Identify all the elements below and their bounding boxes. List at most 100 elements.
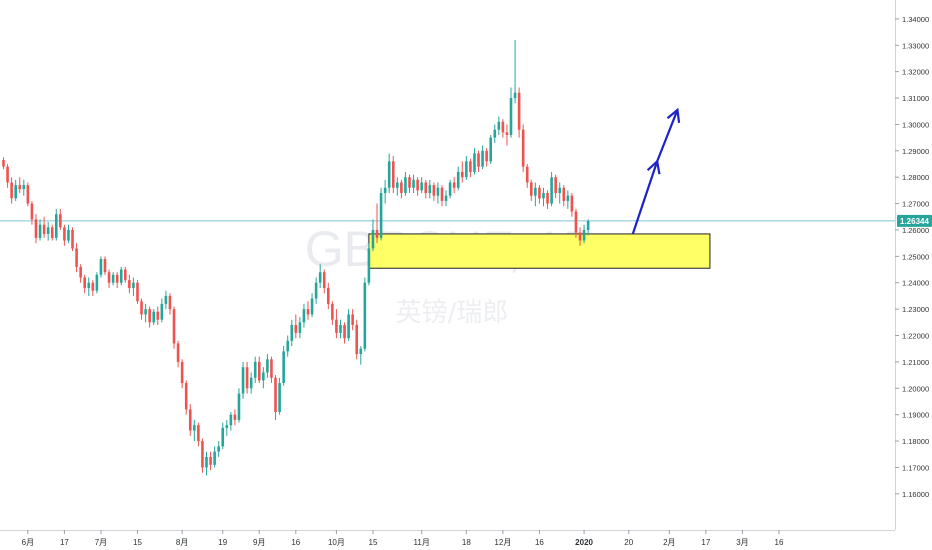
x-tick-label: 9月 <box>253 538 265 547</box>
candle-body <box>335 319 338 333</box>
candle <box>428 179 432 199</box>
candle-body <box>371 229 375 249</box>
y-tick-label: 1.25000 <box>902 252 929 261</box>
candle <box>99 256 103 278</box>
candle-body <box>505 132 509 135</box>
candle-body <box>517 92 521 130</box>
candle-body <box>424 182 428 194</box>
candle <box>444 190 448 207</box>
candle <box>481 145 484 170</box>
candle <box>18 177 22 194</box>
projection-arrow-head-end <box>666 107 681 123</box>
candle-body <box>213 451 216 465</box>
candle-body <box>54 214 58 238</box>
current-price-tag-label: 1.26344 <box>900 217 929 226</box>
candle-body <box>489 137 492 162</box>
candle <box>164 290 168 310</box>
candle <box>505 124 509 146</box>
candle <box>262 367 265 389</box>
candle-body <box>290 324 294 341</box>
candle-body <box>322 272 326 289</box>
candle-body <box>408 177 411 188</box>
candle <box>347 309 350 341</box>
y-tick-label: 1.22000 <box>902 332 929 341</box>
candle <box>225 419 229 436</box>
candle-body <box>493 129 497 138</box>
candle <box>298 317 302 339</box>
candle-body <box>111 274 115 283</box>
candle-body <box>197 425 200 442</box>
price-axis[interactable]: 1.34000 1.33000 1.32000 1.31000 1.30000 1.290… <box>895 15 929 499</box>
y-tick-label: 1.27000 <box>902 200 929 209</box>
candle-body <box>534 187 537 196</box>
candle-body <box>160 303 164 320</box>
candle-body <box>477 153 480 167</box>
candle <box>188 404 192 436</box>
y-tick-label: 1.33000 <box>902 41 929 50</box>
candle <box>558 182 562 204</box>
candle <box>128 274 131 294</box>
candle-body <box>525 166 529 183</box>
candle <box>22 179 26 196</box>
candle-body <box>209 456 212 465</box>
x-tick-label: 3月 <box>736 538 748 547</box>
candle-body <box>107 272 111 283</box>
candle <box>408 174 411 194</box>
candle-body <box>562 187 566 201</box>
candle <box>310 293 314 318</box>
candle-body <box>152 311 156 323</box>
candle <box>266 353 269 378</box>
candle-body <box>347 314 350 339</box>
candle <box>67 224 70 244</box>
candle <box>270 356 273 384</box>
candle-body <box>233 414 237 420</box>
x-tick-label: 2020 <box>575 538 593 547</box>
candle-body <box>128 280 131 289</box>
candle <box>542 187 545 207</box>
candle <box>383 179 387 204</box>
candle-body <box>59 214 62 228</box>
candle-body <box>396 182 399 188</box>
y-tick-label: 1.24000 <box>902 279 929 288</box>
candle-body <box>448 182 452 196</box>
candle <box>562 185 566 207</box>
candle-body <box>22 185 26 190</box>
candle <box>497 116 501 135</box>
time-axis[interactable]: 6月 17 7月 15 8月 19 9月 16 10月 15 11月 18 12月 16 2020 20 2月 1… <box>22 530 784 547</box>
candle <box>14 179 17 201</box>
candle-body <box>546 193 549 204</box>
candle-body <box>444 195 448 201</box>
candle-body <box>420 182 423 191</box>
candle-body <box>229 414 233 426</box>
candle-body <box>237 393 241 420</box>
candle <box>546 190 549 209</box>
candle-body <box>327 288 330 304</box>
x-tick-label: 10月 <box>328 538 345 547</box>
candle-body <box>286 340 289 352</box>
candle <box>193 419 196 442</box>
candle <box>34 214 38 244</box>
candle <box>119 266 123 286</box>
candle <box>274 375 277 420</box>
candle <box>83 274 86 294</box>
support-zone[interactable] <box>368 233 711 269</box>
candle <box>184 380 188 415</box>
candle <box>136 280 139 304</box>
x-tick-label: 17 <box>60 538 69 547</box>
y-tick-label: 1.18000 <box>902 437 929 446</box>
candle <box>241 361 245 399</box>
x-tick-label: 16 <box>535 538 544 547</box>
x-tick-label: 18 <box>462 538 471 547</box>
candle <box>209 451 212 471</box>
candle <box>335 309 338 339</box>
candle-body <box>465 161 468 178</box>
candle <box>132 277 135 296</box>
candle <box>75 243 78 273</box>
candle-body <box>124 269 127 281</box>
candle-body <box>253 361 257 378</box>
candle-body <box>257 361 261 381</box>
candle-body <box>294 324 298 333</box>
candle-body <box>416 179 419 191</box>
candle-body <box>586 221 590 230</box>
